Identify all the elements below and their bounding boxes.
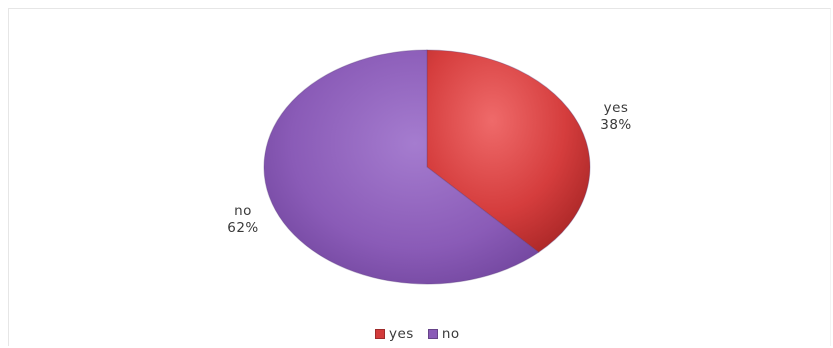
- slice-percent-yes: 38%: [600, 117, 632, 133]
- slice-name-yes: yes: [603, 100, 629, 116]
- slice-label-no: no 62%: [218, 203, 268, 237]
- legend-item-yes: yes: [375, 326, 414, 342]
- legend-swatch-yes: [375, 329, 385, 339]
- slice-name-no: no: [234, 203, 252, 219]
- legend-item-no: no: [427, 326, 460, 342]
- slice-label-yes: yes 38%: [591, 100, 641, 134]
- pie-chart: [263, 49, 591, 285]
- legend: yes no: [375, 326, 474, 342]
- chart-area: yes 38% no 62% yes no: [8, 8, 831, 346]
- pie-slice-no: [263, 49, 540, 285]
- slice-percent-no: 62%: [227, 220, 259, 236]
- pie-slice-yes: [426, 49, 591, 253]
- legend-label-yes: yes: [389, 326, 414, 342]
- legend-swatch-no: [427, 329, 438, 339]
- legend-label-no: no: [441, 326, 460, 342]
